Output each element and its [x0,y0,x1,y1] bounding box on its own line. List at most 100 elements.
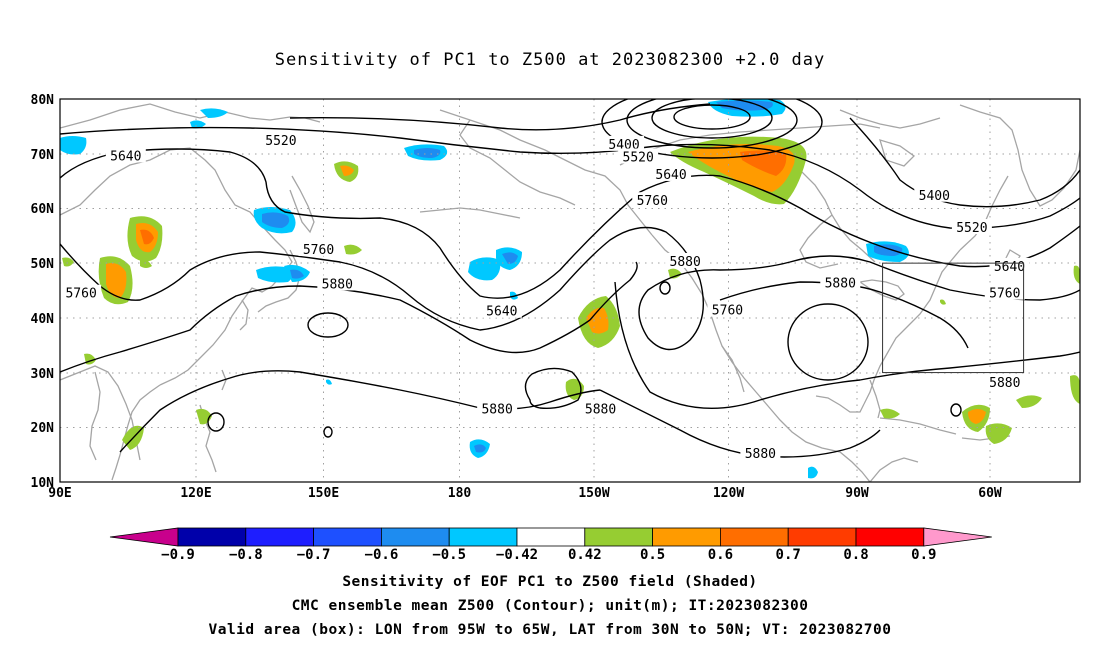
colorbar-swatch [652,527,721,547]
contour-label: 5760 [61,284,102,302]
contour-label-bg [317,275,358,291]
contour-label-text: 5760 [989,287,1020,302]
contour-label-bg [707,301,748,317]
colorbar-swatch [787,527,857,547]
colorbar-label: 0.8 [843,547,868,563]
caption-shading: Sensitivity of EOF PC1 to Z500 field (Sh… [342,574,758,590]
contour-label: 5880 [317,275,358,292]
contour-label-bg [984,284,1025,300]
lon-label: 60W [978,486,1002,501]
contour-label: 5640 [651,165,692,183]
contour-label-bg [477,400,518,416]
lon-label: 150E [308,486,339,501]
colorbar-min-arrow [109,527,179,547]
contour-label-bg [105,147,146,163]
contour-label-text: 5640 [110,149,141,164]
contour-label-bg [618,148,659,164]
contour-label-bg [61,284,102,300]
contour-label: 5520 [951,219,992,236]
contour-label: 5760 [707,301,748,319]
contour-label: 5880 [477,400,518,418]
contour-label-text: 5520 [265,134,296,149]
lat-label: 80N [31,93,55,108]
contour-label: 5640 [105,147,146,164]
lat-label: 40N [31,312,55,327]
lon-label: 150W [578,486,609,501]
colorbar-label: 0.7 [776,547,801,563]
colorbar-label: 0.6 [708,547,733,563]
contour-label-text: 5880 [481,403,512,418]
contour-label-text: 5760 [712,304,743,319]
lon-label: 120E [180,486,211,501]
colorbar-swatch [380,527,450,547]
lat-label: 20N [31,421,55,436]
contour-label-bg [984,373,1025,389]
contour-label-text: 5400 [919,189,950,204]
contour-label-text: 5640 [655,168,686,183]
contour-label-bg [604,135,645,151]
coastlines [60,103,1080,482]
contour-label: 5760 [984,284,1025,302]
colorbar-swatch [448,527,518,547]
contour-label-text: 5880 [989,376,1020,391]
contour-label-bg [632,192,673,208]
valid-area-box [882,262,1025,374]
lon-label: 90W [845,486,869,501]
contour-label-bg [665,252,706,268]
colorbar-label: 0.9 [911,547,936,563]
colorbar-label: −0.42 [496,547,538,563]
graticule [60,99,1080,482]
contour-label-bg [951,219,992,235]
contour-label: 5880 [580,400,621,418]
contour-label-bg [989,257,1030,273]
contour-label: 5640 [481,302,522,320]
lon-label: 120W [713,486,744,501]
contour-label-text: 5880 [670,255,701,270]
contour-label-bg [651,165,692,181]
contour-label-bg [298,240,339,256]
contour-label: 5880 [665,252,706,270]
contour-label-bg [820,274,861,290]
contour-label-text: 5640 [994,260,1025,275]
contour-label-text: 5880 [745,447,776,462]
contour-label-bg [914,186,955,202]
contour-label: 5880 [740,445,781,462]
colorbar-label: −0.9 [161,547,195,563]
contour-label-text: 5520 [623,150,654,165]
contour-label-bg [260,132,301,148]
contour-label-bg [740,445,781,461]
contour-label: 5880 [820,274,861,291]
caption-valid-area: Valid area (box): LON from 95W to 65W, L… [208,622,892,638]
colorbar-label: −0.7 [297,547,331,563]
latitude-axis: 80N 70N 60N 50N 40N 30N 20N 10N [31,93,55,491]
contour-label-text: 5760 [637,194,668,209]
colorbar-max-arrow [923,527,992,547]
colorbar-swatch [720,527,789,547]
lat-label: 10N [31,476,55,491]
map-frame [59,98,1081,483]
contour-label: 5520 [618,148,659,165]
colorbar: −0.9 −0.8 −0.7 −0.6 −0.5 −0.42 0.42 0.5 0.6 0.7 0.… [109,527,992,563]
lat-label: 30N [31,367,55,382]
contour-label: 5760 [632,192,673,209]
contour-label-bg [580,400,621,416]
contour-label: 5400 [914,186,955,204]
lat-label: 60N [31,202,55,217]
z500-contours [60,99,1080,458]
sensitivity-shading [60,99,1080,479]
colorbar-swatch [516,527,586,547]
longitude-axis: 90E 120E 150E 180 150W 120W 90W 60W [48,486,1002,501]
colorbar-swatch [177,527,247,547]
contour-label-text: 5520 [956,221,987,236]
contour-label-text: 5880 [585,403,616,418]
lat-label: 50N [31,257,55,272]
contour-label-text: 5760 [65,287,96,302]
contour-label: 5520 [260,132,301,149]
lon-label: 180 [448,486,472,501]
contour-label-text: 5640 [486,305,517,320]
contour-label: 5760 [298,240,339,258]
contour-label: 5880 [984,373,1025,391]
contour-label-text: 5880 [825,276,856,291]
figure-title: Sensitivity of PC1 to Z500 at 2023082300… [274,50,826,70]
